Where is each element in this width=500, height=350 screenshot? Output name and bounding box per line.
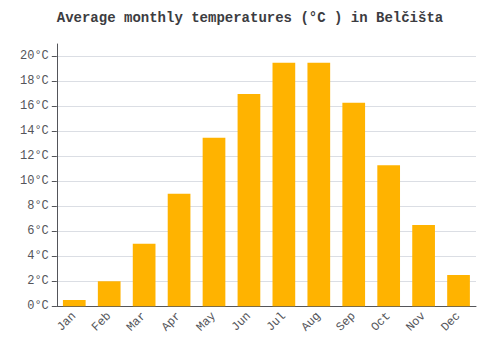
svg-text:20°C: 20°C — [20, 49, 49, 63]
svg-text:8°C: 8°C — [27, 199, 49, 213]
svg-text:10°C: 10°C — [20, 174, 49, 188]
svg-text:May: May — [194, 309, 219, 334]
svg-text:2°C: 2°C — [27, 274, 49, 288]
svg-text:Sep: Sep — [334, 309, 359, 334]
svg-text:Apr: Apr — [159, 309, 184, 334]
svg-text:Jun: Jun — [229, 309, 254, 334]
svg-text:Jan: Jan — [54, 309, 79, 334]
svg-text:Aug: Aug — [299, 309, 324, 334]
svg-text:12°C: 12°C — [20, 149, 49, 163]
svg-text:Oct: Oct — [368, 309, 393, 334]
svg-text:18°C: 18°C — [20, 74, 49, 88]
svg-text:Average monthly temperatures (: Average monthly temperatures (°C ) in Be… — [57, 10, 444, 26]
svg-text:0°C: 0°C — [27, 299, 49, 313]
svg-text:Nov: Nov — [403, 309, 428, 334]
svg-text:4°C: 4°C — [27, 249, 49, 263]
svg-text:6°C: 6°C — [27, 224, 49, 238]
svg-text:Dec: Dec — [438, 309, 463, 334]
svg-text:Mar: Mar — [124, 309, 149, 334]
svg-text:16°C: 16°C — [20, 99, 49, 113]
svg-text:Feb: Feb — [89, 309, 114, 334]
svg-text:Jul: Jul — [264, 309, 289, 334]
svg-text:14°C: 14°C — [20, 124, 49, 138]
